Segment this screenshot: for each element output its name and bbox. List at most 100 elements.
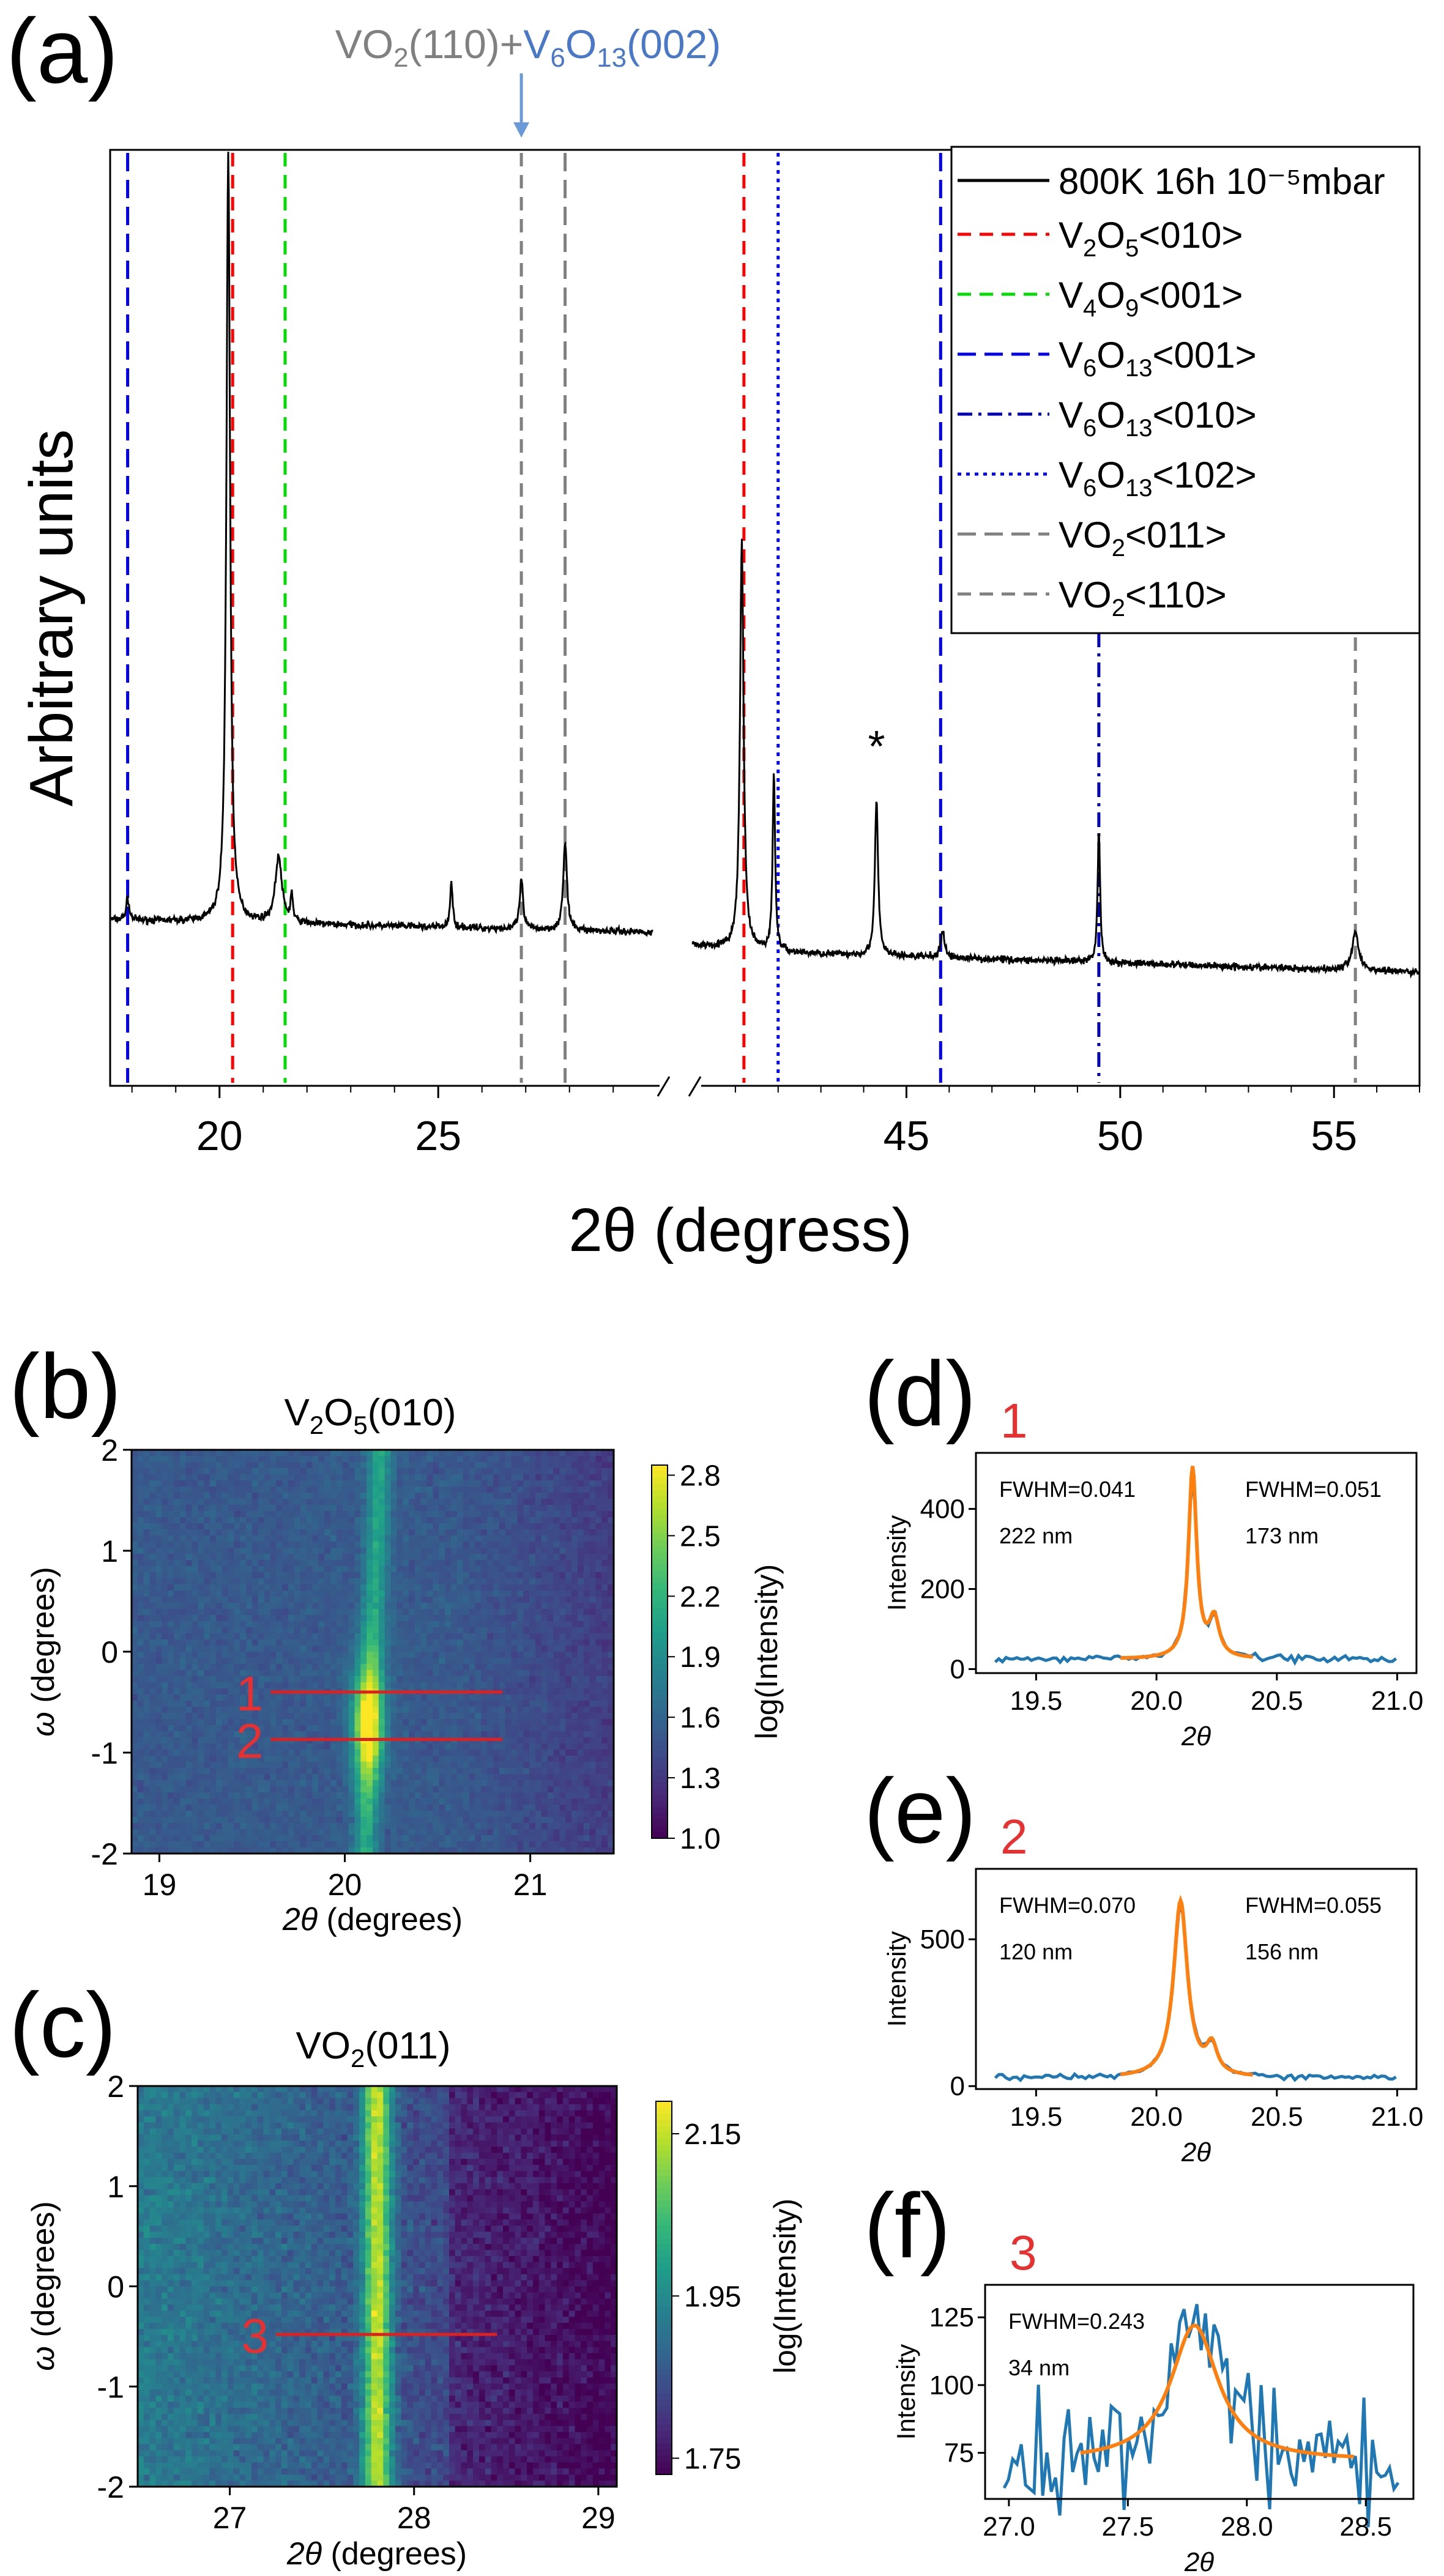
heatmap-cell bbox=[445, 1768, 452, 1775]
heatmap-cell bbox=[318, 1701, 325, 1707]
heatmap-cell bbox=[529, 1737, 536, 1744]
heatmap-cell bbox=[475, 1517, 482, 1524]
heatmap-cell bbox=[155, 1737, 162, 1744]
heatmap-cell bbox=[433, 1584, 439, 1591]
heatmap-cell bbox=[264, 1468, 271, 1475]
heatmap-cell bbox=[348, 1529, 355, 1536]
heatmap-cell bbox=[463, 1750, 470, 1756]
heatmap-cell bbox=[294, 1750, 301, 1756]
heatmap-cell bbox=[282, 1664, 289, 1671]
heatmap-cell bbox=[137, 1450, 144, 1457]
heatmap-cell bbox=[433, 1835, 439, 1842]
heatmap-cell bbox=[168, 1566, 174, 1573]
heatmap-cell bbox=[173, 1823, 180, 1830]
heatmap-cell bbox=[456, 1817, 464, 1824]
heatmap-cell bbox=[312, 1591, 319, 1597]
heatmap-cell bbox=[481, 1517, 488, 1524]
heatmap-cell bbox=[367, 1493, 373, 1499]
heatmap-cell bbox=[523, 1719, 530, 1726]
heatmap-cell bbox=[469, 1664, 475, 1671]
star-annotation: * bbox=[868, 722, 885, 771]
heatmap-cell bbox=[523, 1529, 530, 1536]
heatmap-cell bbox=[445, 1682, 452, 1689]
heatmap-cell bbox=[221, 1774, 229, 1781]
heatmap-cell bbox=[221, 1731, 229, 1738]
heatmap-cell bbox=[306, 1725, 313, 1732]
heatmap-cell bbox=[559, 1835, 566, 1842]
heatmap-cell bbox=[306, 1713, 313, 1720]
heatmap-cell bbox=[439, 1756, 445, 1762]
heatmap-cell bbox=[179, 1480, 187, 1487]
heatmap-cell bbox=[258, 1578, 265, 1585]
heatmap-cell bbox=[162, 1523, 168, 1530]
heatmap-cell bbox=[505, 1688, 512, 1695]
heatmap-cell bbox=[204, 1792, 210, 1799]
heatmap-cell bbox=[228, 1597, 234, 1603]
heatmap-cell bbox=[439, 1487, 445, 1493]
heatmap-cell bbox=[511, 1798, 518, 1805]
heatmap-cell bbox=[168, 1805, 174, 1811]
heatmap-cell bbox=[210, 1841, 217, 1848]
heatmap-cell bbox=[149, 1811, 156, 1817]
heatmap-cell bbox=[270, 1805, 277, 1811]
heatmap-cell bbox=[415, 1493, 422, 1499]
heatmap-cell bbox=[210, 1756, 217, 1762]
heatmap-cell bbox=[439, 1811, 445, 1817]
heatmap-cell bbox=[342, 1578, 349, 1585]
heatmap-cell bbox=[312, 1719, 319, 1726]
heatmap-cell bbox=[499, 1719, 506, 1726]
heatmap-cell bbox=[348, 1719, 355, 1726]
heatmap-cell bbox=[192, 1780, 198, 1787]
heatmap-cell bbox=[348, 1792, 355, 1799]
heatmap-cell bbox=[469, 1474, 475, 1481]
heatmap-cell bbox=[282, 1523, 289, 1530]
heatmap-cell bbox=[143, 1517, 151, 1524]
heatmap-cell bbox=[469, 1658, 475, 1665]
heatmap-cell bbox=[571, 1774, 578, 1781]
heatmap-cell bbox=[547, 1474, 554, 1481]
heatmap-cell bbox=[210, 1676, 217, 1683]
heatmap-cell bbox=[210, 1554, 217, 1561]
heatmap-cell bbox=[324, 1627, 331, 1634]
heatmap-cell bbox=[168, 1462, 174, 1469]
heatmap-cell bbox=[336, 1450, 343, 1457]
heatmap-cell bbox=[384, 1633, 392, 1640]
heatmap-cell bbox=[143, 1847, 151, 1854]
heatmap-cell bbox=[215, 1584, 223, 1591]
heatmap-cell bbox=[511, 1792, 518, 1799]
heatmap-cell bbox=[221, 1805, 229, 1811]
heatmap-cell bbox=[173, 1621, 180, 1628]
heatmap-cell bbox=[179, 1817, 187, 1824]
heatmap-cell bbox=[553, 1566, 560, 1573]
heatmap-cell bbox=[463, 1829, 470, 1836]
heatmap-cell bbox=[294, 1523, 301, 1530]
heatmap-cell bbox=[511, 1474, 518, 1481]
heatmap-cell bbox=[336, 1743, 343, 1750]
heatmap-cell bbox=[559, 1627, 566, 1634]
heatmap-cell bbox=[336, 1841, 343, 1848]
heatmap-cell bbox=[373, 1480, 379, 1487]
heatmap-cell bbox=[426, 1743, 433, 1750]
heatmap-cell bbox=[155, 1829, 162, 1836]
heatmap-cell bbox=[499, 1535, 506, 1542]
heatmap-cell bbox=[192, 1731, 198, 1738]
heatmap-cell bbox=[463, 1682, 470, 1689]
heatmap-cell bbox=[511, 1786, 518, 1793]
heatmap-cell bbox=[276, 1847, 283, 1854]
heatmap-cell bbox=[258, 1774, 265, 1781]
heatmap-cell bbox=[294, 1682, 301, 1689]
heatmap-cell bbox=[294, 1768, 301, 1775]
heatmap-cell bbox=[330, 1535, 337, 1542]
heatmap-cell bbox=[390, 1841, 397, 1848]
heatmap-cell bbox=[215, 1511, 223, 1518]
heatmap-cell bbox=[240, 1823, 247, 1830]
heatmap-cell bbox=[143, 1750, 151, 1756]
heatmap-cell bbox=[547, 1456, 554, 1463]
heatmap-cell bbox=[390, 1462, 397, 1469]
heatmap-cell bbox=[378, 1780, 385, 1787]
heatmap-cell bbox=[132, 1633, 138, 1640]
heatmap-cell bbox=[132, 1554, 138, 1561]
heatmap-cell bbox=[456, 1792, 464, 1799]
heatmap-cell bbox=[354, 1566, 361, 1573]
subscript: 6 bbox=[1083, 415, 1096, 442]
